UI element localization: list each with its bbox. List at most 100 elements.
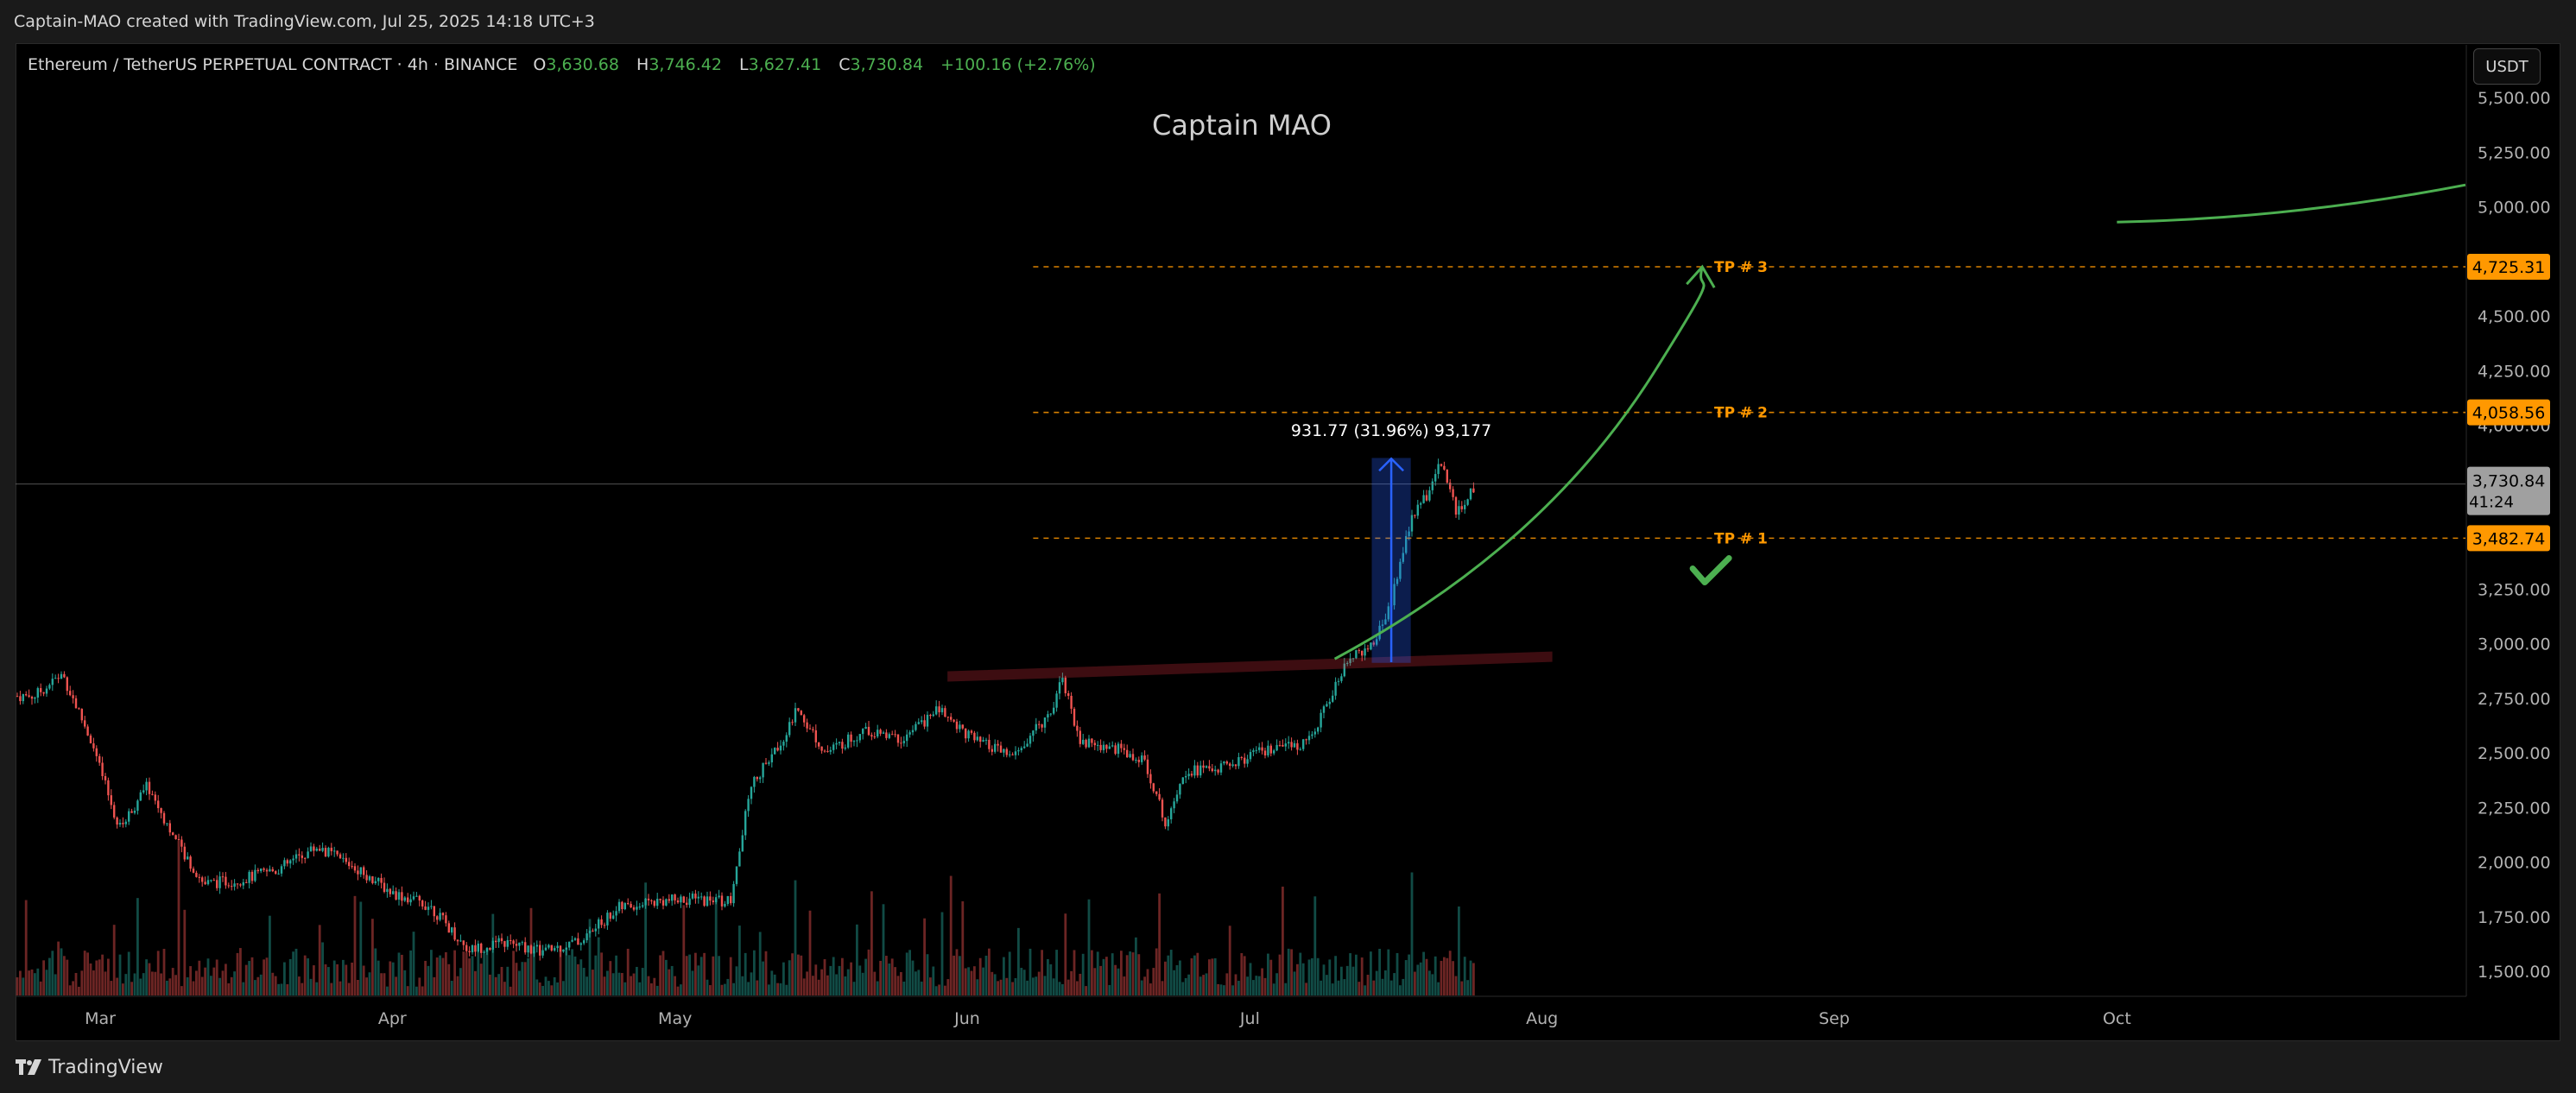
volume-bar [1079,973,1082,995]
volume-bar [1017,927,1020,995]
volume-bar [110,981,113,995]
volume-bar [592,970,594,995]
candle-body [630,903,632,908]
volume-bar [39,981,42,995]
candle-body [1293,742,1296,748]
volume-bar [353,895,357,995]
candle-body [495,940,497,943]
candle-body [1351,658,1355,660]
candle-body [374,881,377,883]
candle-body [1234,764,1237,767]
candle-body [260,868,263,872]
volume-bar [424,960,427,995]
candle-body [1317,727,1320,732]
volume-bar [674,976,676,995]
candle-body [48,685,51,689]
candle-body [829,749,832,752]
candle-body [248,871,250,883]
candle-body [1420,502,1422,505]
target-price-tag [2467,399,2550,426]
candle-body [218,876,221,888]
candle-body [720,895,724,907]
volume-bar [1193,955,1196,995]
currency-selector[interactable]: USDT [2473,48,2541,85]
candle-body [794,708,797,723]
volume-bar [139,978,142,995]
volume-bar [160,973,162,995]
candle-body [1402,553,1404,562]
candle-body [313,846,315,851]
volume-bar [263,959,265,995]
volume-bar [453,950,456,995]
volume-bar [1399,985,1402,995]
candle-body [368,876,371,881]
candle-body [565,947,567,950]
volume-bar [259,974,263,995]
volume-bar [1026,980,1029,995]
volume-bar [729,957,732,995]
volume-bar [1326,975,1328,995]
volume-bar [1431,974,1434,995]
volume-bar [445,951,447,995]
candle-body [1035,723,1037,731]
candle-body [1414,515,1416,516]
candle-body [1214,769,1217,772]
candle-body [1141,755,1143,762]
candle-body [847,734,850,748]
candle-body [1185,775,1187,778]
candle-body [183,846,186,860]
volume-bar [1334,956,1337,995]
price-chart[interactable]: TP # 1 TP # 2 TP # 3 931.77 (31.96%) 93,177… [0,0,2576,1041]
candle-body [324,848,327,857]
volume-bar [1293,971,1296,995]
candle-body [1349,658,1351,663]
candle-body [1225,761,1228,764]
candle-body [506,939,509,947]
candle-body [101,762,104,777]
candle-body [759,777,762,780]
candle-body [221,876,225,878]
candle-body [902,741,905,743]
volume-bar [491,913,495,995]
volume-bar [1011,982,1014,995]
candle-body [541,950,544,956]
volume-bar [1287,948,1290,995]
candle-body [403,897,406,901]
price-axis-tick-label: 5,250.00 [2478,143,2551,162]
candle-body [1108,746,1111,749]
volume-bar [1360,957,1364,995]
candle-body [1029,736,1032,744]
candle-body [518,942,521,946]
volume-bar [515,963,518,995]
target-price-tag-label: 4,058.56 [2472,404,2546,423]
volume-bar [571,949,573,995]
volume-bar [283,962,286,995]
last-price-tag-label: 3,730.84 [2472,472,2546,491]
volume-bar [112,925,116,995]
volume-bar [850,962,852,995]
volume-bar [527,957,529,995]
volume-bar [1269,959,1273,995]
candle-body [263,868,265,870]
volume-bar [1246,976,1249,995]
candle-body [1135,759,1137,761]
volume-bar [1047,958,1049,995]
volume-bar [665,959,668,995]
volume-bar [371,919,374,995]
candle-body [600,919,603,926]
volume-bar [280,983,283,995]
candle-body [500,938,503,942]
volume-bar [544,976,547,995]
tradingview-logo[interactable]: TradingView [16,1055,163,1079]
volume-bar [503,982,506,995]
candle-body [301,855,303,858]
volume-bar [48,957,51,995]
candle-body [938,706,940,713]
candle-body [1355,650,1358,659]
candle-body [1299,749,1301,750]
volume-bar [374,948,377,995]
candle-body [709,896,712,901]
volume-bar [286,984,289,995]
volume-bar [553,976,556,995]
candle-body [474,945,477,952]
